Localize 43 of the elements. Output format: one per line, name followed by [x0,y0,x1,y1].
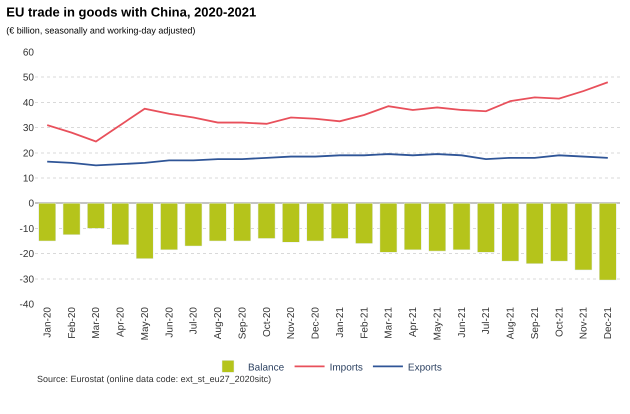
x-tick-label: Sep-20 [237,306,248,340]
x-tick-label: Aug-21 [506,306,517,340]
source-note: Source: Eurostat (online data code: ext_st_eu27_2020sitc) [37,374,272,384]
chart-subtitle: (€ billion, seasonally and working-day adjusted) [6,25,196,36]
line-series [46,153,609,166]
x-tick-label: Dec-20 [310,306,322,340]
x-tick-label: Apr-20 [116,306,127,338]
legend-label: Exports [408,362,442,374]
chart-title: EU trade in goods with China, 2020-2021 [6,4,256,20]
x-tick-label: Oct-20 [262,306,273,338]
x-tick-label: Nov-20 [286,306,298,340]
x-tick-label: Sep-21 [530,306,541,340]
y-tick-label: 0 [28,198,34,210]
x-tick-label: Feb-20 [66,306,78,339]
x-tick-label: Mar-20 [91,306,102,339]
legend-label: Balance [248,362,285,374]
x-tick-label: Jun-20 [164,306,176,338]
x-tick-label: Feb-21 [359,306,370,339]
x-tick-label: May-20 [140,306,151,340]
x-tick-label: Jun-21 [456,306,468,338]
y-tick-label: 40 [22,98,34,109]
y-tick-label: 10 [22,174,34,184]
y-tick-label: 60 [22,48,34,58]
x-tick-label: May-21 [432,306,444,340]
x-tick-label: Oct-21 [554,306,566,338]
x-tick-label: Jul-20 [188,306,200,334]
y-tick-label: -20 [20,249,34,260]
legend-label: Imports [330,362,363,374]
y-tick-label: -10 [20,224,34,235]
y-tick-label: 20 [22,148,34,160]
line-series [46,81,609,142]
x-tick-label: Nov-21 [578,306,590,340]
x-tick-label: Aug-20 [213,306,224,340]
x-tick-label: Dec-21 [603,306,614,340]
x-tick-label: Apr-21 [408,306,420,338]
x-tick-label: Jan-20 [42,306,54,338]
y-tick-label: 30 [22,123,34,134]
x-tick-label: Jul-21 [481,306,492,334]
y-tick-label: 50 [22,72,34,84]
x-tick-label: Mar-21 [384,306,395,339]
y-tick-label: -30 [20,274,34,286]
y-tick-label: -40 [20,300,34,310]
x-tick-label: Jan-21 [334,306,346,338]
